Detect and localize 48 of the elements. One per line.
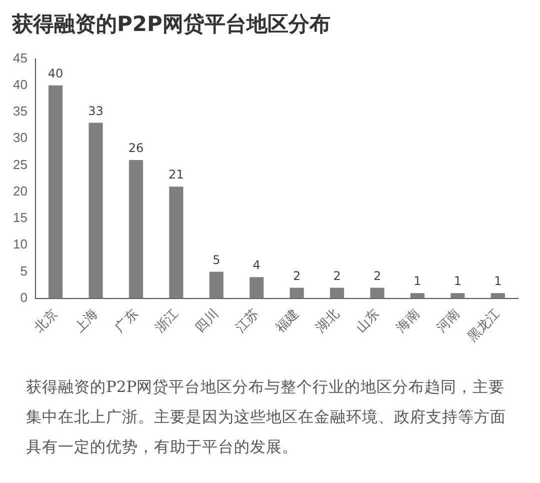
x-tick-label: 河南 — [433, 306, 462, 335]
y-tick-label: 0 — [20, 290, 28, 305]
x-tick-label: 浙江 — [152, 306, 181, 335]
data-label: 5 — [212, 252, 220, 267]
data-label: 40 — [48, 66, 64, 81]
data-label: 1 — [494, 274, 502, 288]
y-tick-label: 30 — [12, 130, 28, 146]
y-tick-label: 25 — [12, 156, 28, 172]
y-tick-label: 45 — [12, 50, 28, 66]
data-label: 33 — [88, 104, 104, 118]
text: 获得融资的P2P网贷平台地区分布与整个行业的地区分布趋同，主要集中在北上广浙。主要是因为这些地区在金融环境、政府支持等方面具有一定的优势，有助于平台的发展。 — [26, 377, 507, 458]
data-label: 1 — [454, 274, 462, 288]
bar — [370, 288, 384, 298]
x-tick-label: 湖北 — [312, 306, 342, 335]
x-tick-label: 福建 — [272, 306, 302, 335]
y-tick-label: 15 — [12, 210, 28, 226]
data-label: 1 — [414, 274, 422, 288]
data-label: 4 — [252, 258, 260, 272]
data-label: 2 — [293, 268, 301, 283]
chart-title: 获得融资的P2P网贷平台地区分布 — [12, 11, 330, 38]
x-tick-label: 山东 — [352, 306, 382, 335]
bar — [450, 293, 465, 298]
x-tick-label: 黑龙江 — [464, 306, 503, 344]
data-label: 26 — [128, 141, 144, 156]
x-tick-label: 海南 — [393, 306, 422, 335]
bar — [128, 160, 144, 298]
x-tick-label: 广东 — [112, 306, 141, 335]
bar — [88, 122, 103, 298]
y-tick-label: 35 — [12, 104, 28, 119]
data-label: 21 — [168, 168, 184, 182]
x-tick-label: 上海 — [71, 306, 100, 335]
x-tick-label: 江苏 — [232, 306, 262, 335]
y-tick-label: 10 — [12, 236, 28, 252]
bar — [169, 186, 184, 298]
y-tick-label: 5 — [20, 263, 28, 278]
x-tick-label: 四川 — [192, 306, 222, 335]
data-label: 2 — [333, 268, 341, 283]
y-tick-label: 20 — [12, 183, 28, 198]
bar — [490, 293, 505, 298]
bar — [250, 277, 264, 298]
y-tick-label: 40 — [12, 77, 28, 92]
x-tick-label: 北京 — [31, 306, 60, 335]
bar — [209, 272, 224, 298]
bar — [290, 288, 304, 298]
data-label: 2 — [373, 268, 382, 283]
bar — [48, 85, 63, 298]
bar — [410, 293, 425, 298]
bar — [330, 288, 344, 298]
